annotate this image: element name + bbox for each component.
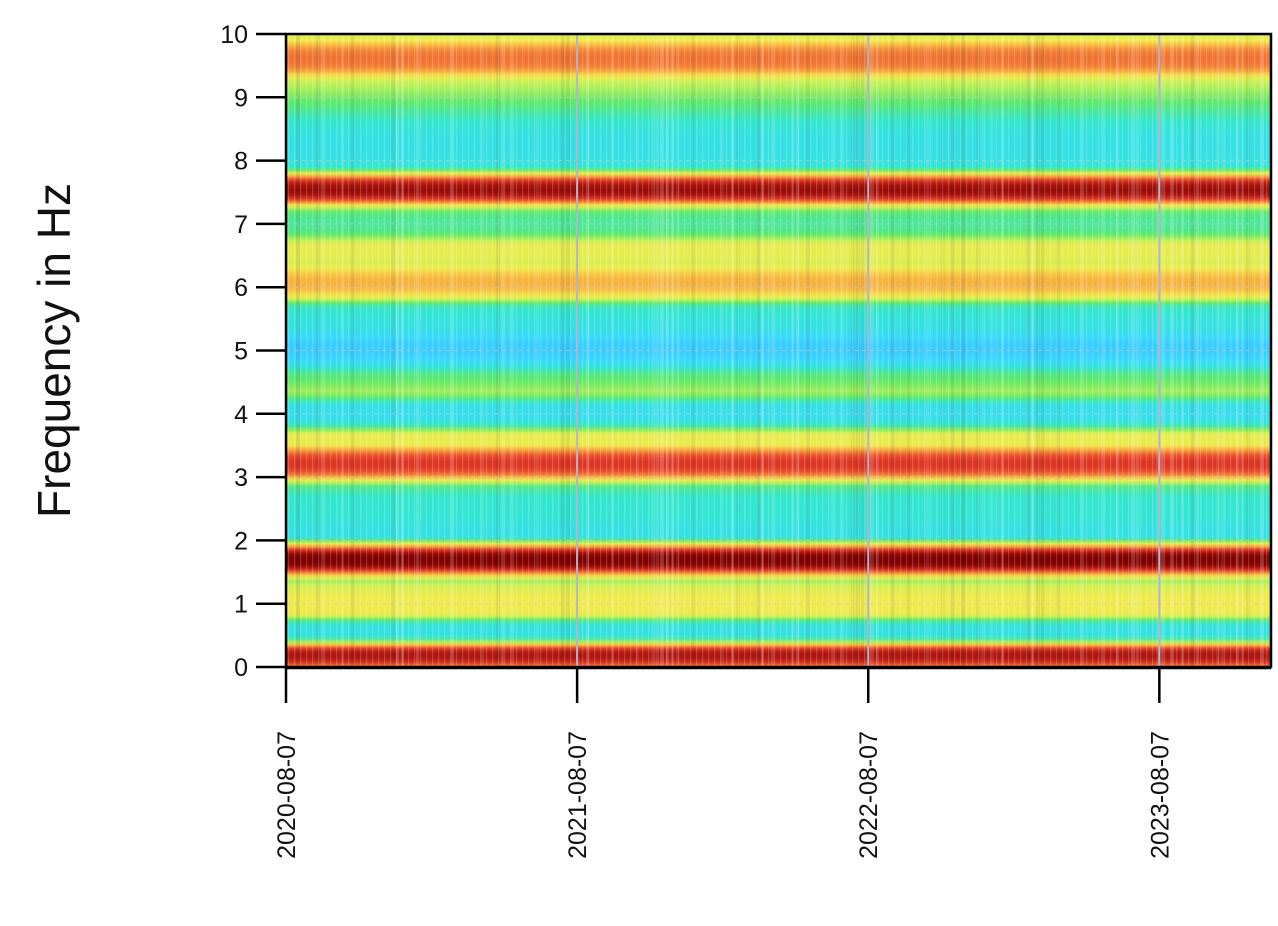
y-axis: 0 1 2 3 4 5 6 7 8 9 10 — [220, 21, 286, 682]
plot-area — [284, 32, 1273, 669]
y-tick-label: 9 — [234, 84, 248, 112]
y-tick-label: 6 — [234, 274, 248, 302]
y-tick-label: 5 — [234, 338, 248, 366]
x-axis: 2020-08-07 2021-08-07 2022-08-07 2023-08-07 — [273, 666, 1271, 859]
x-tick-label: 2023-08-07 — [1146, 731, 1174, 859]
heatmap-stripes — [286, 34, 1271, 667]
y-tick-label: 7 — [234, 211, 248, 239]
y-tick-label: 3 — [234, 464, 248, 492]
x-tick-label: 2022-08-07 — [855, 731, 883, 859]
y-tick-label: 1 — [234, 591, 248, 619]
y-tick-label: 0 — [234, 654, 248, 682]
y-axis-title: Frequency in Hz — [28, 183, 80, 518]
x-tick-label: 2020-08-07 — [273, 731, 301, 859]
y-tick-label: 10 — [220, 21, 248, 49]
y-tick-label: 8 — [234, 148, 248, 176]
x-tick-label: 2021-08-07 — [564, 731, 592, 859]
y-tick-label: 4 — [234, 401, 248, 429]
y-tick-label: 2 — [234, 527, 248, 555]
